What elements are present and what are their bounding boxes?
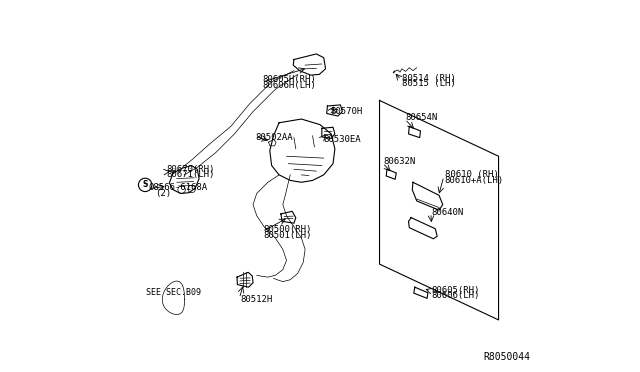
- Text: 80605(RH): 80605(RH): [431, 286, 480, 295]
- Text: 80530EA: 80530EA: [324, 135, 362, 144]
- Text: 80670(RH): 80670(RH): [166, 165, 215, 174]
- Text: 80654N: 80654N: [406, 113, 438, 122]
- Text: SEE SEC.B09: SEE SEC.B09: [147, 288, 201, 296]
- Text: 80570H: 80570H: [330, 107, 363, 116]
- Text: 80610 (RH): 80610 (RH): [445, 170, 499, 179]
- Text: 80515 (LH): 80515 (LH): [402, 79, 456, 88]
- Text: 80610+A(LH): 80610+A(LH): [445, 176, 504, 185]
- Text: 80501(LH): 80501(LH): [264, 231, 312, 240]
- Text: 80606H(LH): 80606H(LH): [262, 81, 316, 90]
- Text: R8050044: R8050044: [484, 352, 531, 362]
- Text: 80640N: 80640N: [431, 208, 464, 217]
- Text: S: S: [143, 180, 148, 189]
- Text: 80502AA: 80502AA: [255, 133, 292, 142]
- Text: 80632N: 80632N: [383, 157, 415, 166]
- Text: 80671(LH): 80671(LH): [166, 170, 215, 179]
- Text: (2): (2): [156, 189, 172, 198]
- Text: 80500(RH): 80500(RH): [264, 225, 312, 234]
- Text: 80512H: 80512H: [240, 295, 272, 304]
- Text: 80606(LH): 80606(LH): [431, 291, 480, 300]
- Text: 08566-6168A: 08566-6168A: [148, 183, 207, 192]
- Text: 80514 (RH): 80514 (RH): [402, 74, 456, 83]
- Text: 80605H(RH): 80605H(RH): [262, 76, 316, 84]
